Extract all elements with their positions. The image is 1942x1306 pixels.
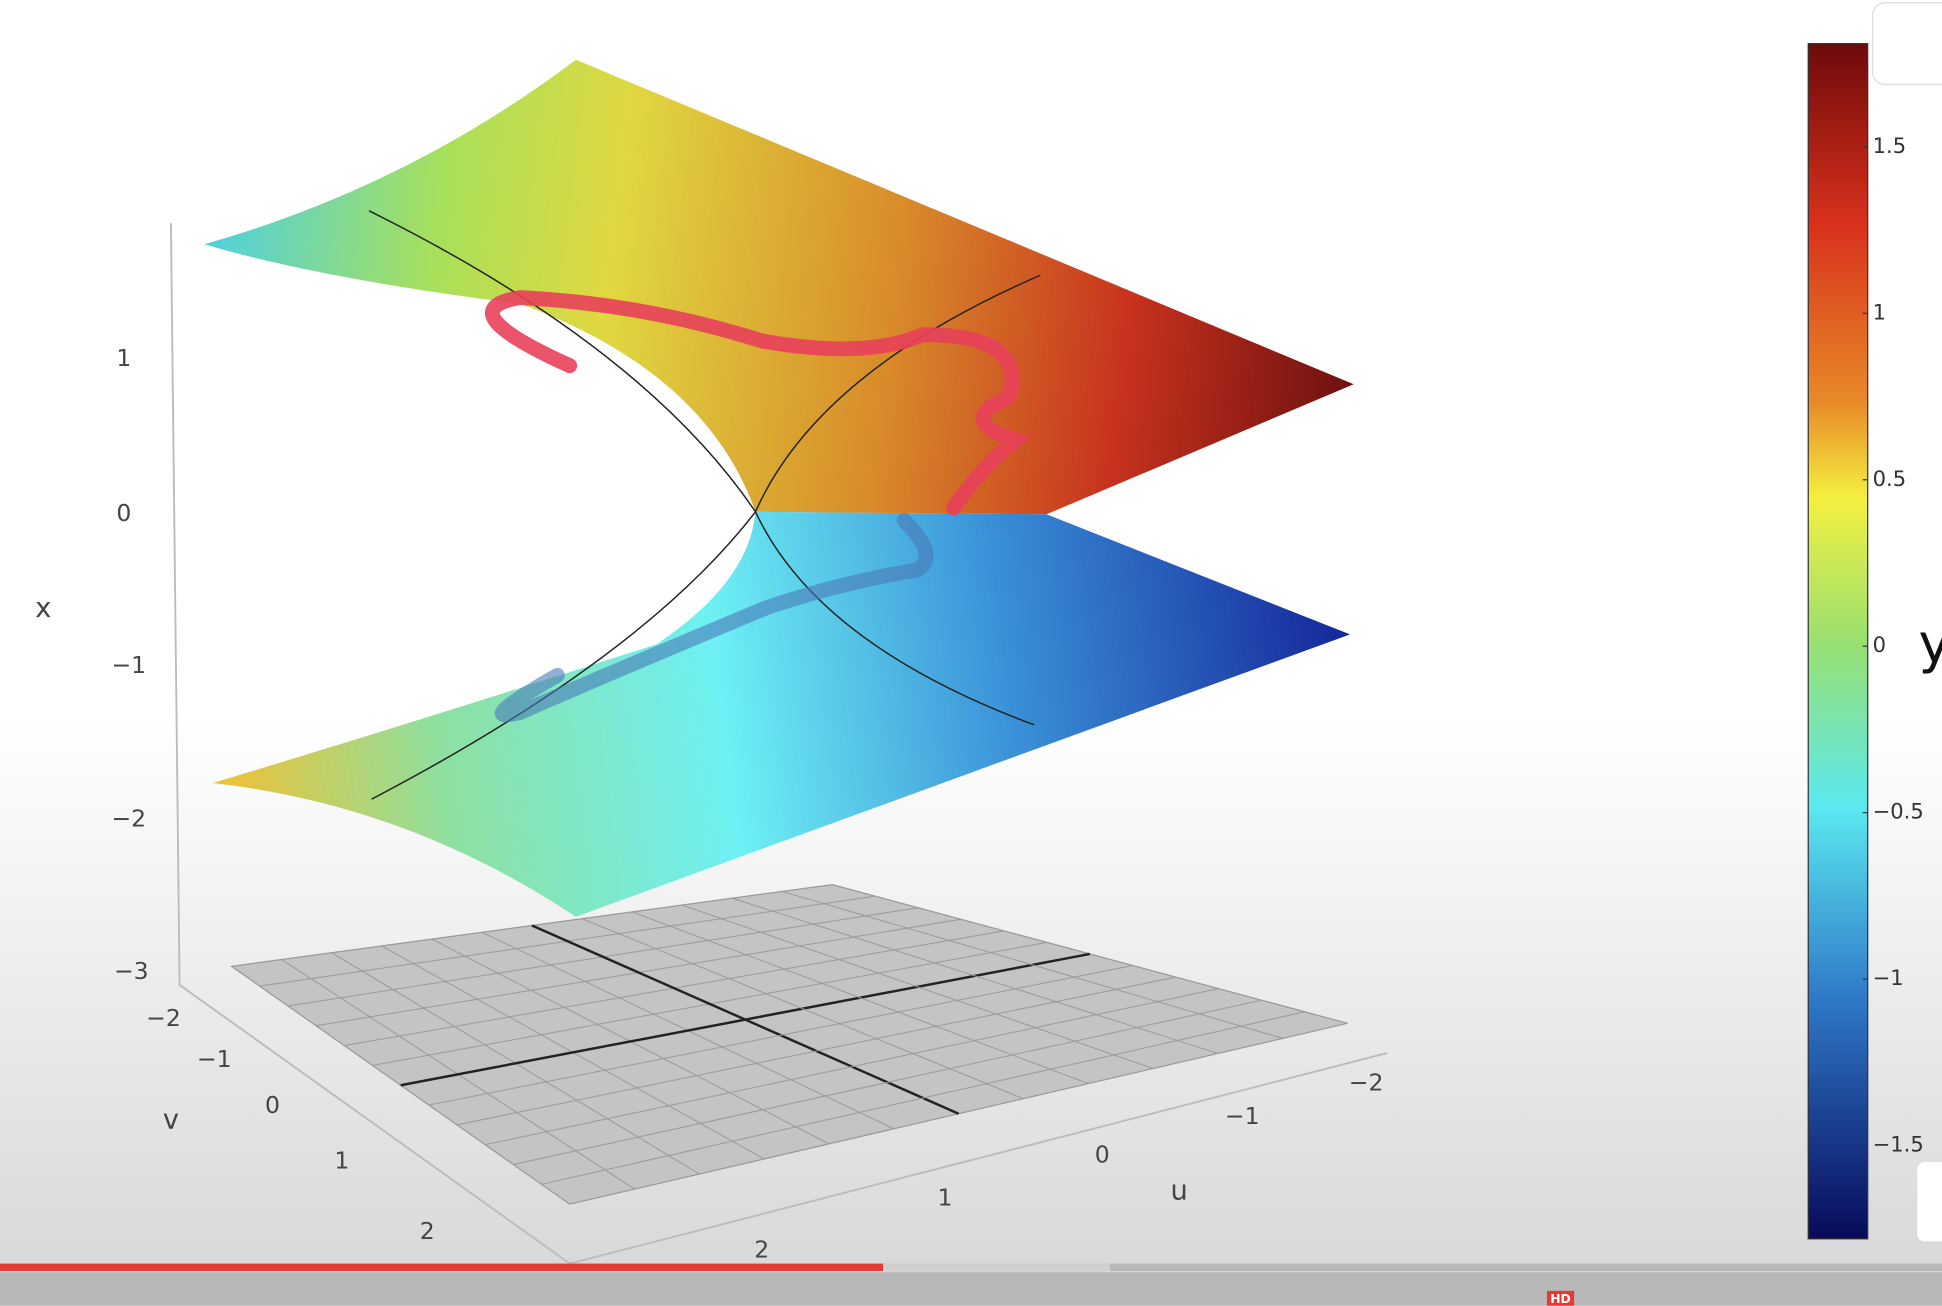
colorbar-tick-label: 0.5 xyxy=(1873,466,1906,491)
floor-grid xyxy=(229,883,1348,1205)
v-tick-label: −2 xyxy=(146,1004,181,1032)
colorbar-tick-label: 1.5 xyxy=(1873,133,1906,158)
axis-labels: 1 0 −1 −2 −3 x −2 −1 0 1 2 v 2 1 0 −1 −2 u xyxy=(35,344,1383,1264)
floor-line xyxy=(513,999,1262,1165)
colorbar-tick-label: 1 xyxy=(1873,299,1886,324)
floor-line xyxy=(782,890,1283,1039)
u-tick-label: −1 xyxy=(1225,1102,1260,1130)
colorbar xyxy=(1807,43,1869,1240)
lower-sheet xyxy=(213,511,1350,917)
u-tick-label: 0 xyxy=(1095,1140,1110,1168)
u-tick-label: 1 xyxy=(938,1184,953,1212)
x-tick-label: −3 xyxy=(114,957,149,985)
floor-line xyxy=(541,1011,1305,1185)
x-tick-label: −2 xyxy=(111,805,146,833)
colorbar-tick-label: −0.5 xyxy=(1873,799,1924,824)
u-axis-label: u xyxy=(1170,1175,1187,1206)
upper-sheet xyxy=(204,59,1354,515)
v-tick-label: −1 xyxy=(197,1045,232,1073)
trajectory-lower xyxy=(494,513,934,723)
x-tick-label: 0 xyxy=(116,499,131,527)
overlay-button[interactable] xyxy=(1872,2,1942,86)
v-tick-label: 0 xyxy=(265,1091,280,1119)
v-axis-label: v xyxy=(163,1105,179,1136)
hd-badge-bg xyxy=(1546,1290,1575,1306)
hd-badge[interactable]: HD xyxy=(1550,1292,1571,1306)
colorbar-tick-label: −1.5 xyxy=(1873,1132,1924,1157)
axis-frame xyxy=(169,223,1388,1265)
colorbar-label: y xyxy=(1918,611,1942,675)
trajectory-upper xyxy=(485,290,1031,516)
overlay-icon[interactable] xyxy=(1917,1162,1942,1242)
x-tick-label: 1 xyxy=(116,344,131,372)
colorbar-tick-label: 0 xyxy=(1873,632,1886,657)
x-axis-label: x xyxy=(35,593,51,624)
v-tick-label: 1 xyxy=(334,1147,349,1175)
controls-bar xyxy=(0,1272,1942,1306)
x-tick-label: −1 xyxy=(111,651,146,679)
colorbar-ticks: 1.5 1 0.5 0 −0.5 −1 −1.5 xyxy=(1862,133,1924,1157)
colorbar-tick-label: −1 xyxy=(1873,965,1904,990)
u-tick-label: −2 xyxy=(1349,1069,1384,1097)
u-tick-label: 2 xyxy=(754,1236,769,1264)
progress-played[interactable] xyxy=(0,1263,884,1272)
v-tick-label: 2 xyxy=(420,1217,435,1245)
